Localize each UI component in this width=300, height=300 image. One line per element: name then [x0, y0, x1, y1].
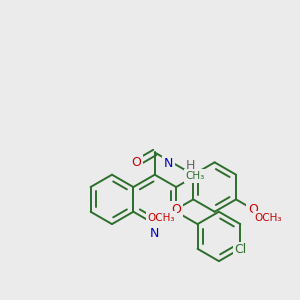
Text: H: H — [185, 159, 195, 172]
Text: OCH₃: OCH₃ — [254, 213, 282, 223]
Text: OCH₃: OCH₃ — [147, 213, 175, 223]
Text: N: N — [164, 157, 173, 170]
Text: O: O — [248, 202, 258, 215]
Text: O: O — [132, 157, 142, 169]
Text: O: O — [172, 202, 182, 215]
Text: CH₃: CH₃ — [186, 171, 205, 181]
Text: Cl: Cl — [234, 243, 246, 256]
Text: N: N — [150, 227, 159, 240]
